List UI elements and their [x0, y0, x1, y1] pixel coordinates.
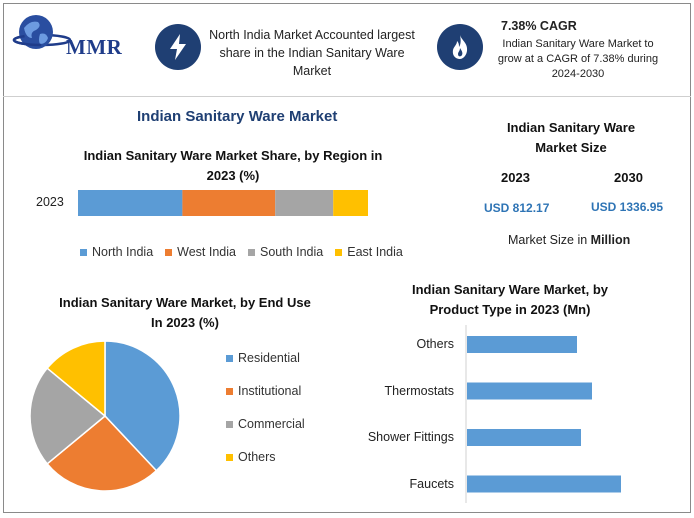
- legend-label: South India: [259, 245, 324, 259]
- product-category-label-shower-fittings: Shower Fittings: [367, 430, 454, 444]
- legend-label: Others: [238, 450, 276, 464]
- region-legend: North India West India South India East Ind…: [80, 245, 410, 259]
- legend-label: East India: [347, 245, 403, 259]
- end-use-chart-title: Indian Sanitary Ware Market, by End Use …: [59, 295, 311, 330]
- pie-slice-commercial: [29, 367, 107, 465]
- legend-swatch: [226, 388, 233, 395]
- region-bar-north-india: [78, 190, 183, 216]
- market-size-year-2023: 2023: [501, 170, 530, 185]
- legend-swatch: [247, 248, 255, 256]
- legend-label: North India: [92, 245, 154, 259]
- market-size-year-2030: 2030: [614, 170, 643, 185]
- legend-swatch: [165, 248, 173, 256]
- market-size-value-2030: USD 1336.95: [591, 200, 664, 214]
- legend-label: Commercial: [238, 417, 305, 431]
- region-chart-title: Indian Sanitary Ware Market Share, by Re…: [83, 148, 383, 183]
- region-stacked-bar: [78, 190, 368, 216]
- region-bar-west-india: [182, 190, 276, 216]
- legend-swatch: [226, 421, 233, 428]
- lightning-bolt-icon: [155, 24, 201, 70]
- pie-slice-others: [46, 340, 106, 418]
- header-region-text: North India Market Accounted largest sha…: [209, 28, 415, 78]
- flame-icon: [437, 24, 483, 70]
- end-use-legend-item-commercial: Commercial: [226, 417, 305, 450]
- legend-label: West India: [177, 245, 236, 259]
- end-use-legend: Residential Institutional Commercial Others: [226, 351, 305, 483]
- region-legend-item-east-india: East India: [335, 245, 403, 259]
- region-chart-category: 2023: [36, 195, 64, 209]
- legend-label: Residential: [238, 351, 300, 365]
- header-divider: [3, 96, 691, 97]
- cagr-text: Indian Sanitary Ware Market to grow at a…: [497, 38, 659, 80]
- legend-swatch: [335, 248, 343, 256]
- product-bar-thermostats: [467, 382, 592, 400]
- legend-swatch: [226, 355, 233, 362]
- region-bar-south-india: [275, 190, 334, 216]
- product-bar-shower-fittings: [467, 429, 581, 446]
- product-type-bar-chart: [465, 325, 621, 503]
- end-use-legend-item-institutional: Institutional: [226, 384, 305, 417]
- pie-slice-institutional: [46, 414, 158, 492]
- product-category-label-faucets: Faucets: [409, 476, 454, 491]
- product-category-label-others: Others: [416, 337, 454, 351]
- product-category-label-thermostats: Thermostats: [384, 383, 454, 398]
- market-size-title: Indian Sanitary Ware Market Size: [506, 120, 636, 155]
- market-size-unit-note: Market Size in Million: [508, 233, 631, 247]
- globe-logo-icon: [12, 15, 72, 49]
- legend-label: Institutional: [238, 384, 302, 398]
- region-bar-east-india: [333, 190, 368, 216]
- product-bar-faucets: [467, 475, 621, 493]
- end-use-legend-item-residential: Residential: [226, 351, 305, 384]
- region-legend-item-west-india: West India: [165, 245, 236, 259]
- end-use-pie-chart: [29, 340, 181, 492]
- pie-slice-residential: [104, 340, 181, 472]
- region-legend-item-south-india: South India: [247, 245, 324, 259]
- main-title: Indian Sanitary Ware Market: [137, 108, 338, 125]
- legend-swatch: [226, 454, 233, 461]
- end-use-legend-item-others: Others: [226, 450, 305, 483]
- legend-swatch: [80, 248, 87, 256]
- market-size-value-2023: USD 812.17: [484, 201, 550, 215]
- cagr-title: 7.38% CAGR: [501, 19, 577, 33]
- product-bar-others: [467, 336, 577, 353]
- region-legend-item-north-india: North India: [80, 245, 153, 259]
- logo-text: MMR: [66, 35, 123, 59]
- product-type-chart-title: Indian Sanitary Ware Market, by Product …: [411, 282, 609, 317]
